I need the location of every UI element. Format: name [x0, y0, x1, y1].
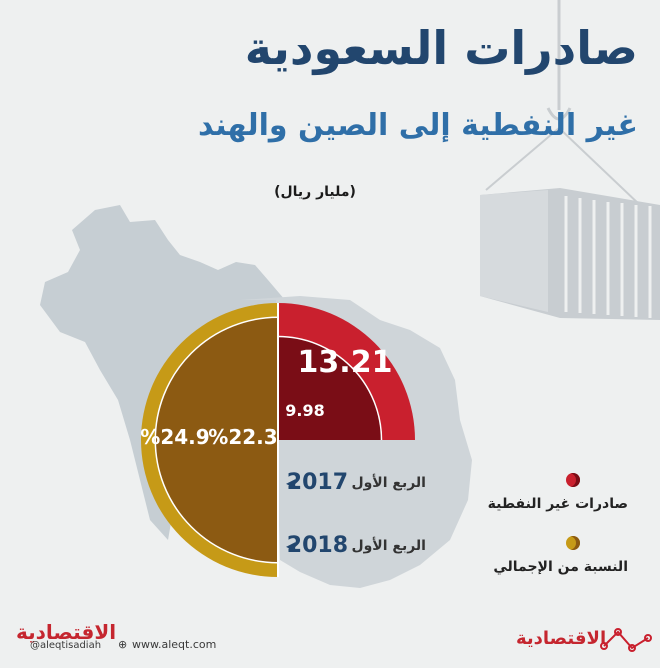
legend-exports: صادرات غير النفطية: [470, 470, 650, 520]
globe-icon: ⊕: [118, 638, 128, 651]
share-wedge-2017: [155, 317, 278, 563]
period-row-2017: الربع الأول 2017 ◀: [286, 470, 426, 500]
arrow-icon: ◀: [286, 476, 296, 490]
period-year-2018: 2018: [286, 533, 348, 558]
value-label-share-2017: %22.3: [208, 425, 277, 449]
legend-swatch-exports: [566, 473, 580, 487]
brand-logo-left: الاقتصادية: [16, 620, 117, 644]
social-handle: @aleqtisadiah: [30, 640, 102, 651]
website-url[interactable]: www.aleqt.com: [132, 638, 217, 651]
legend-swatch-share: [566, 536, 580, 550]
page-subtitle: غير النفطية إلى الصين والهند: [197, 108, 638, 143]
unit-label: (مليار ريال): [274, 184, 356, 200]
value-label-share-2018: %24.9: [140, 425, 209, 449]
exports-wedge-2017: [278, 336, 382, 440]
period-label-2018: الربع الأول: [351, 538, 426, 554]
legend-label-share: النسبة من الإجمالي: [493, 559, 628, 575]
value-label-exports-2017: 9.98: [285, 401, 324, 420]
inner-ring-divider: [277, 335, 383, 441]
period-row-2018: الربع الأول 2018 ◀: [286, 533, 426, 563]
page-title: صادرات السعودية: [244, 21, 638, 75]
value-label-exports-2018: 13.21: [298, 345, 393, 380]
period-label-2017: الربع الأول: [351, 475, 426, 491]
arrow-icon: ◀: [286, 539, 296, 553]
legend-share: النسبة من الإجمالي: [470, 533, 650, 583]
legend-label-exports: صادرات غير النفطية: [487, 496, 628, 512]
container-icon: [480, 188, 660, 320]
brand-logo-right: الاقتصادية: [516, 628, 607, 649]
footer: الاقتصادية @aleqtisadiah ⊕ www.aleqt.com…: [0, 600, 660, 668]
share-ring-divider: [154, 316, 279, 564]
chart-line-icon: [600, 628, 652, 652]
period-year-2017: 2017: [286, 470, 348, 495]
